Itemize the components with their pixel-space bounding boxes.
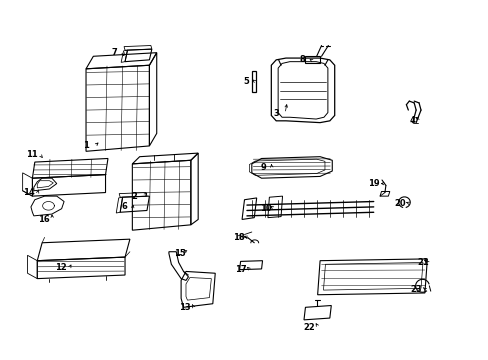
Text: 6: 6 <box>121 202 127 211</box>
Text: 19: 19 <box>367 179 379 188</box>
Text: 16: 16 <box>38 215 49 224</box>
Text: 14: 14 <box>23 188 35 197</box>
Text: 22: 22 <box>303 323 315 332</box>
Text: 12: 12 <box>55 264 66 273</box>
Text: 15: 15 <box>174 249 185 258</box>
Text: 7: 7 <box>111 48 117 57</box>
Text: 4: 4 <box>409 116 415 125</box>
Text: 1: 1 <box>83 141 89 150</box>
Text: 21: 21 <box>416 258 428 267</box>
Text: 23: 23 <box>410 285 422 294</box>
Text: 18: 18 <box>232 233 244 242</box>
Text: 20: 20 <box>394 199 406 208</box>
Text: 13: 13 <box>179 303 190 312</box>
Text: 9: 9 <box>260 163 265 172</box>
Text: 10: 10 <box>259 204 271 213</box>
Text: 17: 17 <box>235 265 246 274</box>
Text: 5: 5 <box>243 77 248 86</box>
Text: 3: 3 <box>273 109 279 118</box>
Text: 2: 2 <box>132 192 138 201</box>
Text: 8: 8 <box>299 55 305 64</box>
Text: 11: 11 <box>25 150 37 159</box>
